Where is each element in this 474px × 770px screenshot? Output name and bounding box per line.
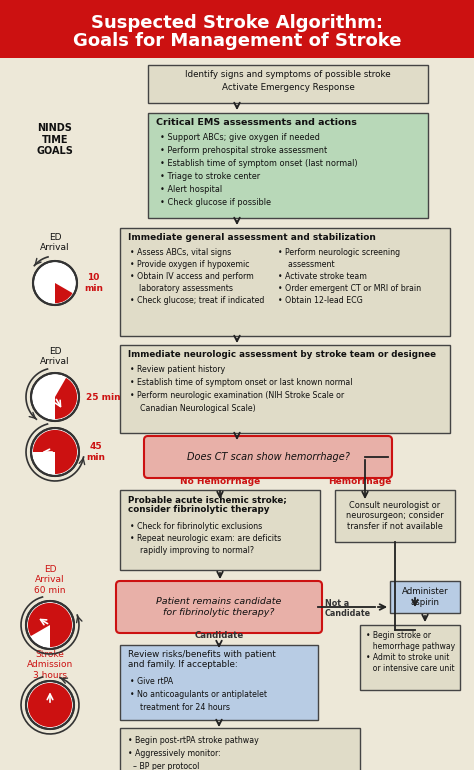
Bar xyxy=(120,490,320,570)
Bar xyxy=(360,625,460,690)
Text: Candidate: Candidate xyxy=(194,631,244,640)
Text: NINDS
TIME
GOALS: NINDS TIME GOALS xyxy=(36,123,73,156)
Text: laboratory assessments: laboratory assessments xyxy=(134,284,233,293)
Text: • Repeat neurologic exam: are deficits: • Repeat neurologic exam: are deficits xyxy=(130,534,281,543)
Text: Identify signs and symptoms of possible stroke: Identify signs and symptoms of possible … xyxy=(185,70,391,79)
Text: or intensive care unit: or intensive care unit xyxy=(368,664,455,673)
Text: 25 min: 25 min xyxy=(86,393,120,401)
Text: • Order emergent CT or MRI of brain: • Order emergent CT or MRI of brain xyxy=(278,284,421,293)
Text: Goals for Management of Stroke: Goals for Management of Stroke xyxy=(73,32,401,50)
Text: • Begin stroke or: • Begin stroke or xyxy=(366,631,431,640)
Text: ED
Arrival: ED Arrival xyxy=(40,347,70,367)
Circle shape xyxy=(31,428,79,476)
Bar xyxy=(335,490,455,542)
Text: Not a
Candidate: Not a Candidate xyxy=(325,599,371,618)
Text: Review risks/benefits with patient
and family. If acceptable:: Review risks/benefits with patient and f… xyxy=(128,650,276,669)
Circle shape xyxy=(26,601,74,649)
Text: assessment: assessment xyxy=(283,260,335,269)
Bar xyxy=(120,728,360,770)
Text: Immediate neurologic assessment by stroke team or designee: Immediate neurologic assessment by strok… xyxy=(128,350,436,359)
Text: • Perform neurologic screening: • Perform neurologic screening xyxy=(278,248,401,257)
Text: rapidly improving to normal?: rapidly improving to normal? xyxy=(135,546,254,555)
Text: Administer
aspirin: Administer aspirin xyxy=(401,588,448,607)
Bar xyxy=(120,228,450,336)
Bar xyxy=(148,113,428,218)
Text: Probable acute ischemic stroke;
consider fibrinolytic therapy: Probable acute ischemic stroke; consider… xyxy=(128,495,287,514)
Text: • Check glucose; treat if indicated: • Check glucose; treat if indicated xyxy=(130,296,264,305)
Bar xyxy=(0,0,474,58)
FancyBboxPatch shape xyxy=(144,436,392,478)
Text: • Obtain 12-lead ECG: • Obtain 12-lead ECG xyxy=(278,296,363,305)
Text: • Give rtPA: • Give rtPA xyxy=(130,677,173,686)
Text: ED
Arrival: ED Arrival xyxy=(40,448,70,467)
Wedge shape xyxy=(55,283,73,303)
Circle shape xyxy=(33,261,77,305)
Text: • Review patient history: • Review patient history xyxy=(130,365,225,374)
Bar xyxy=(120,645,318,720)
Wedge shape xyxy=(28,603,72,647)
Text: • Triage to stroke center: • Triage to stroke center xyxy=(160,172,260,181)
Text: 10
min: 10 min xyxy=(84,273,103,293)
Circle shape xyxy=(26,681,74,729)
Text: Immediate general assessment and stabilization: Immediate general assessment and stabili… xyxy=(128,233,376,242)
Text: ED
Arrival: ED Arrival xyxy=(40,233,70,253)
Text: • Perform prehospital stroke assessment: • Perform prehospital stroke assessment xyxy=(160,146,327,155)
Circle shape xyxy=(28,683,72,727)
Text: • Check glucose if possible: • Check glucose if possible xyxy=(160,198,271,207)
Text: No Hemorrhage: No Hemorrhage xyxy=(180,477,260,486)
Text: treatment for 24 hours: treatment for 24 hours xyxy=(135,703,230,712)
FancyBboxPatch shape xyxy=(116,581,322,633)
Text: Does CT scan show hemorrhage?: Does CT scan show hemorrhage? xyxy=(187,452,349,462)
Text: • Activate stroke team: • Activate stroke team xyxy=(278,272,367,281)
Text: Suspected Stroke Algorithm:: Suspected Stroke Algorithm: xyxy=(91,14,383,32)
Wedge shape xyxy=(55,378,77,419)
Text: • Provide oxygen if hypoxemic: • Provide oxygen if hypoxemic xyxy=(130,260,249,269)
Text: 45
min: 45 min xyxy=(86,442,105,462)
Text: • Establish time of symptom onset or last known normal: • Establish time of symptom onset or las… xyxy=(130,378,353,387)
Bar xyxy=(148,65,428,103)
Text: Activate Emergency Response: Activate Emergency Response xyxy=(222,83,355,92)
Text: • Check for fibrinolytic exclusions: • Check for fibrinolytic exclusions xyxy=(130,522,262,531)
Bar xyxy=(390,581,460,613)
Text: • Alert hospital: • Alert hospital xyxy=(160,185,222,194)
Text: • Begin post-rtPA stroke pathway: • Begin post-rtPA stroke pathway xyxy=(128,736,259,745)
Text: Consult neurologist or
neurosurgeon; consider
transfer if not available: Consult neurologist or neurosurgeon; con… xyxy=(346,501,444,531)
Text: Stroke
Admission
3 hours: Stroke Admission 3 hours xyxy=(27,650,73,680)
Text: • Aggressively monitor:: • Aggressively monitor: xyxy=(128,749,220,758)
Text: Critical EMS assessments and actions: Critical EMS assessments and actions xyxy=(156,118,357,127)
Circle shape xyxy=(31,373,79,421)
Text: • Establish time of symptom onset (last normal): • Establish time of symptom onset (last … xyxy=(160,159,357,168)
Text: – BP per protocol: – BP per protocol xyxy=(128,762,200,770)
Bar xyxy=(120,345,450,433)
Text: Hemorrhage: Hemorrhage xyxy=(328,477,392,486)
Text: Patient remains candidate
for fibrinolytic therapy?: Patient remains candidate for fibrinolyt… xyxy=(156,598,282,617)
Text: hemorrhage pathway: hemorrhage pathway xyxy=(368,642,455,651)
Text: • Support ABCs; give oxygen if needed: • Support ABCs; give oxygen if needed xyxy=(160,133,320,142)
Text: • No anticoagulants or antiplatelet: • No anticoagulants or antiplatelet xyxy=(130,690,267,699)
Text: • Obtain IV access and perform: • Obtain IV access and perform xyxy=(130,272,254,281)
Text: • Admit to stroke unit: • Admit to stroke unit xyxy=(366,653,449,662)
Text: • Assess ABCs, vital signs: • Assess ABCs, vital signs xyxy=(130,248,231,257)
Text: Canadian Neurological Scale): Canadian Neurological Scale) xyxy=(135,404,255,413)
Wedge shape xyxy=(33,430,77,474)
Text: ED
Arrival
60 min: ED Arrival 60 min xyxy=(34,565,66,594)
Text: • Perform neurologic examination (NIH Stroke Scale or: • Perform neurologic examination (NIH St… xyxy=(130,391,344,400)
